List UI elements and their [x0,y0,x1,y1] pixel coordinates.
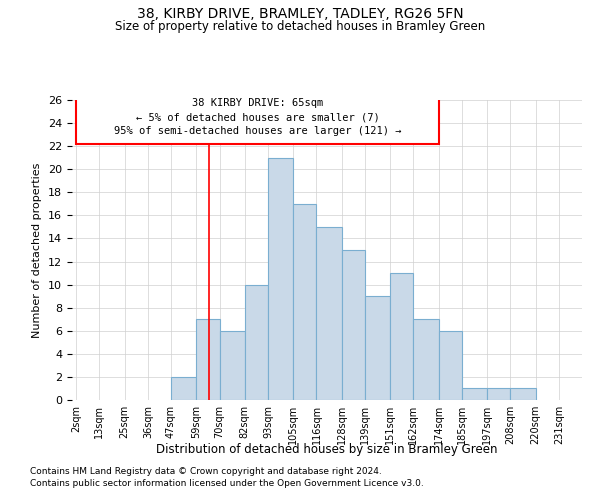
Bar [268,158,293,400]
Bar [413,319,439,400]
Bar [171,377,196,400]
Bar [487,388,511,400]
Bar [220,331,245,400]
Text: Contains public sector information licensed under the Open Government Licence v3: Contains public sector information licen… [30,478,424,488]
Text: Distribution of detached houses by size in Bramley Green: Distribution of detached houses by size … [156,442,498,456]
FancyBboxPatch shape [76,94,439,144]
Text: 38, KIRBY DRIVE, BRAMLEY, TADLEY, RG26 5FN: 38, KIRBY DRIVE, BRAMLEY, TADLEY, RG26 5… [137,8,463,22]
Bar [316,227,342,400]
Bar [293,204,316,400]
Bar [342,250,365,400]
Bar [462,388,487,400]
Bar [390,273,413,400]
Text: Contains HM Land Registry data © Crown copyright and database right 2024.: Contains HM Land Registry data © Crown c… [30,467,382,476]
Text: 95% of semi-detached houses are larger (121) →: 95% of semi-detached houses are larger (… [114,126,401,136]
Bar [439,331,462,400]
Text: 38 KIRBY DRIVE: 65sqm: 38 KIRBY DRIVE: 65sqm [192,98,323,108]
Bar [196,319,220,400]
Bar [511,388,536,400]
Bar [245,284,268,400]
Text: Size of property relative to detached houses in Bramley Green: Size of property relative to detached ho… [115,20,485,33]
Text: ← 5% of detached houses are smaller (7): ← 5% of detached houses are smaller (7) [136,112,379,122]
Bar [365,296,390,400]
Y-axis label: Number of detached properties: Number of detached properties [32,162,43,338]
